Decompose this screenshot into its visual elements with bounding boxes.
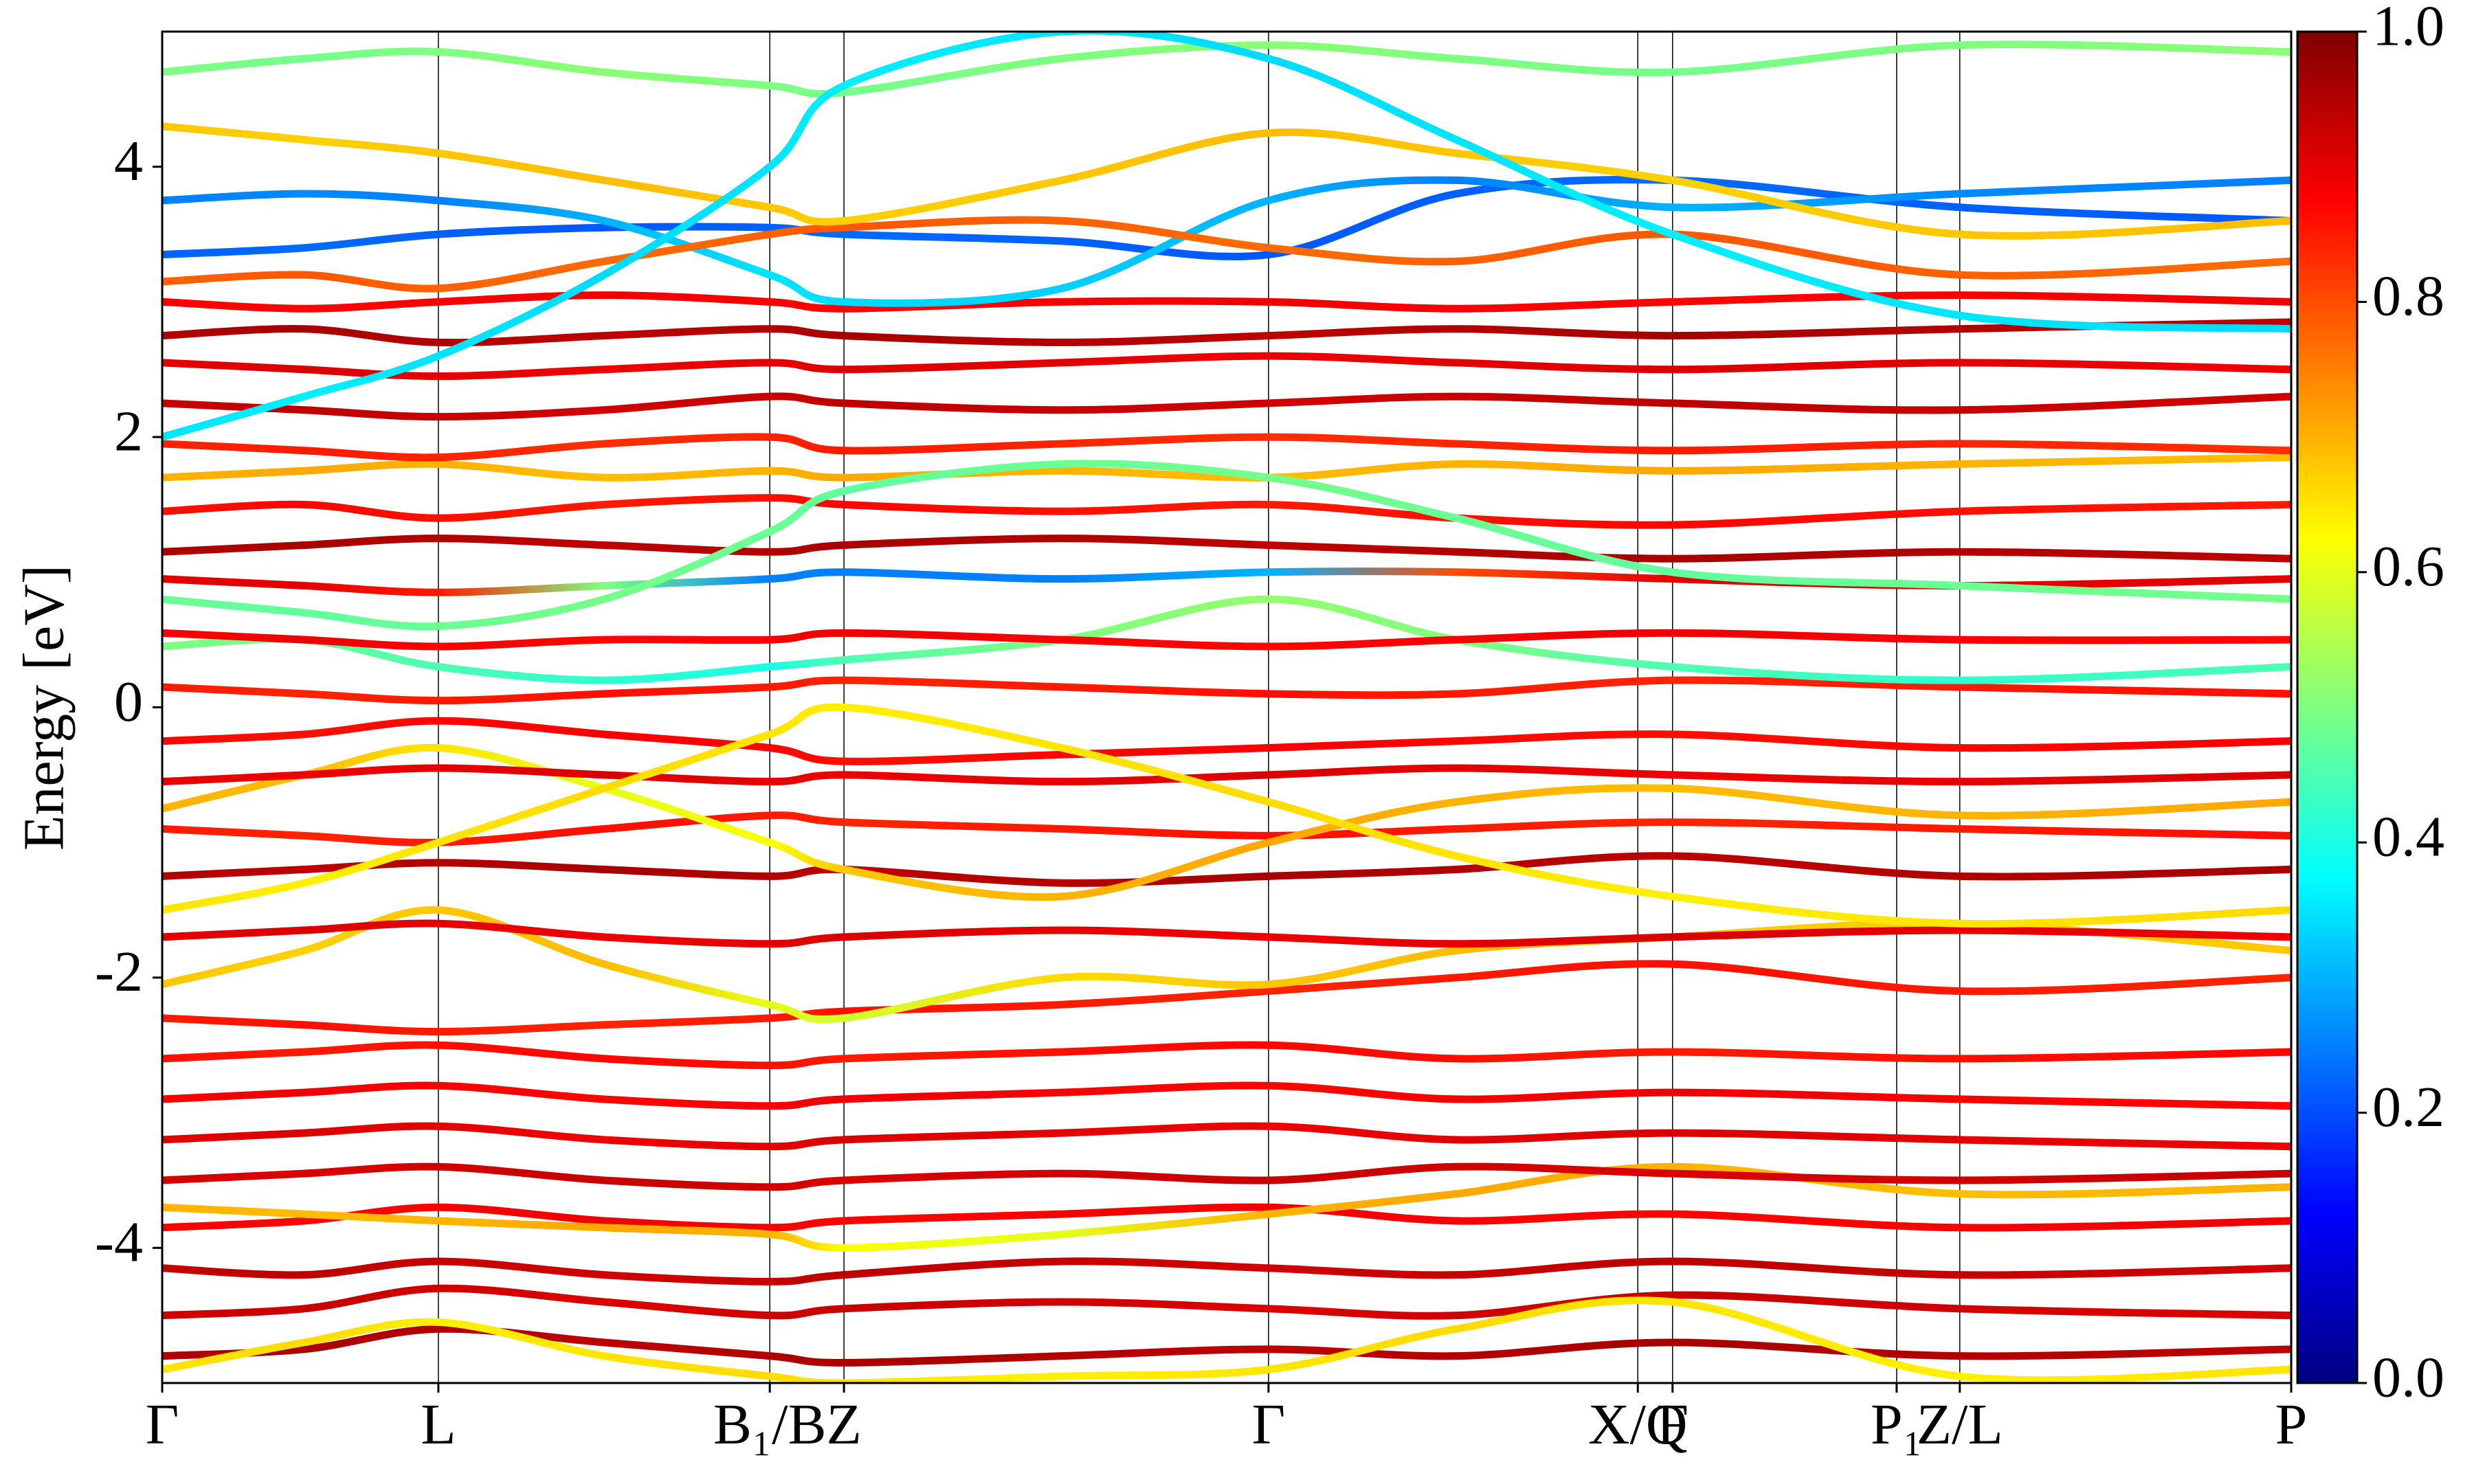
band-line [162,960,2291,1036]
y-tick-label: -4 [95,1211,143,1274]
band-line [162,176,2291,307]
band-line [162,717,2291,765]
x-tick-label: Z/L [1917,1393,2003,1457]
colorbar-tick-label: 0.0 [2372,1345,2444,1409]
band-line [162,1081,2291,1110]
band-line [162,460,2291,631]
band-line [162,1041,2291,1070]
band-line [162,1162,2291,1191]
x-tick-label: F [1656,1393,1689,1457]
band-line [162,676,2291,705]
x-tick-label: B₁/B [713,1393,827,1457]
colorbar-tick-label: 0.8 [2372,265,2444,328]
band-line [162,1325,2291,1367]
x-tick-label: P₁ [1871,1393,1923,1457]
x-tick-label: Z [826,1393,861,1457]
band-line [162,453,2291,482]
band-line [162,764,2291,786]
band-line [162,703,2291,928]
band-line [162,352,2291,381]
y-axis-label: Energy [eV] [12,565,76,851]
y-tick-label: 0 [114,670,143,734]
band-line [162,41,2291,98]
band-line [162,122,2291,240]
band-line [162,535,2291,563]
x-tick-label: P [2275,1393,2308,1457]
band-line [162,494,2291,529]
plot-frame [161,30,2293,1384]
band-line [162,1296,2291,1383]
band-line [162,1122,2291,1151]
x-tick-label: L [421,1393,456,1457]
x-tick-label: Γ [1252,1393,1286,1457]
band-line [162,318,2291,347]
x-tick-label: X/Q [1588,1393,1688,1457]
band-line [162,629,2291,651]
y-tick-label: 2 [114,399,143,463]
band-line [162,743,2291,901]
band-line [162,216,2291,293]
band-line [162,1284,2291,1320]
band-line [162,1203,2291,1232]
x-tick-label: Γ [146,1393,179,1457]
band-line [162,291,2291,313]
band-line [162,1257,2291,1285]
band-line [162,852,2291,887]
band-line [162,906,2291,1024]
colorbar-tick-label: 0.4 [2372,805,2444,868]
colorbar-tick-label: 0.2 [2372,1075,2444,1139]
y-tick-label: -2 [95,940,143,1004]
band-line [162,392,2291,421]
band-line [162,433,2291,462]
band-line [162,919,2291,948]
band-line [162,175,2291,260]
colorbar [2296,30,2359,1384]
y-tick-label: 4 [114,129,143,193]
bands [162,32,2291,1383]
colorbar-tick-label: 1.0 [2372,0,2444,58]
colorbar-tick-label: 0.6 [2372,535,2444,598]
